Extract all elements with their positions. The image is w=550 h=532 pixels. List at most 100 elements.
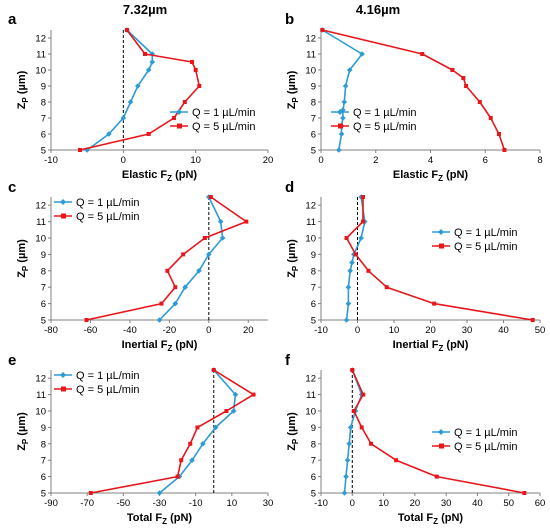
y-tick-label: 6 <box>41 472 46 483</box>
data-point-q5 <box>179 458 184 463</box>
y-tick-label: 10 <box>305 66 316 77</box>
legend: Q = 1 µL/min Q = 5 µL/min <box>170 107 256 133</box>
y-tick-label: 10 <box>305 234 316 245</box>
data-point-q1 <box>189 457 195 463</box>
x-tick-label: -90 <box>44 498 58 509</box>
data-point-q5 <box>173 285 178 290</box>
series-line-1 <box>86 29 154 151</box>
x-tick-label: 60 <box>535 498 546 509</box>
panel-letter-c: c <box>8 179 16 196</box>
legend-marker-diamond <box>337 109 343 115</box>
x-axis-label-unit: (pN) <box>443 339 468 351</box>
x-axis-label-unit: (pN) <box>172 169 197 181</box>
legend: Q = 1 µL/min Q = 5 µL/min <box>432 427 518 453</box>
y-tick-label: 5 <box>311 316 316 327</box>
data-point-q1 <box>344 457 351 463</box>
y-tick-label: 11 <box>306 50 316 61</box>
data-point-q1 <box>338 131 345 137</box>
y-tick-label: 9 <box>311 82 316 93</box>
data-point-q1 <box>182 284 188 290</box>
x-axis-label-main: Total F <box>127 512 163 524</box>
x-tick-label: 40 <box>472 498 483 509</box>
data-point-q1 <box>149 59 156 65</box>
y-axis-label-unit: (µm) <box>16 239 28 266</box>
y-tick-label: 10 <box>35 407 46 418</box>
x-axis-label: Inertial FZ (pN) <box>393 339 469 353</box>
data-point-q5 <box>208 195 213 199</box>
data-point-q5 <box>432 301 437 306</box>
legend-label: Q = 5 µL/min <box>454 241 518 253</box>
x-axis-label-sub: Z <box>433 517 438 526</box>
y-tick-label: 12 <box>305 34 316 45</box>
legend-label: Q = 5 µL/min <box>353 121 417 133</box>
data-point-q1 <box>359 51 365 57</box>
data-point-q1 <box>135 83 141 89</box>
data-point-q5 <box>195 425 200 430</box>
x-tick-label: 0 <box>350 498 355 509</box>
x-tick-label: 10 <box>190 155 201 166</box>
series-line-2 <box>79 29 201 151</box>
y-tick-label: 7 <box>41 456 46 467</box>
x-tick-label: 20 <box>425 325 436 336</box>
data-point-q1 <box>341 490 348 496</box>
x-tick-label: 4 <box>428 155 433 166</box>
y-axis-label-main: Z <box>286 271 298 278</box>
data-point-q5 <box>477 100 482 104</box>
x-axis-label-sub: Z <box>438 344 443 353</box>
legend-marker-square <box>177 123 182 129</box>
x-axis-label-main: Inertial F <box>393 339 439 351</box>
x-axis-label: Inertial FZ (pN) <box>122 339 198 353</box>
y-axis-label: ZP (µm) <box>286 70 300 109</box>
x-tick-label: 20 <box>243 325 254 336</box>
legend-marker-diamond <box>438 429 444 435</box>
data-point-q5 <box>182 100 187 104</box>
y-axis-label-unit: (µm) <box>16 70 28 97</box>
data-point-q1 <box>343 473 349 480</box>
panel-letter-d: d <box>285 179 294 196</box>
data-point-q5 <box>502 148 507 152</box>
y-tick-label: 9 <box>311 250 316 261</box>
y-tick-label: 6 <box>41 299 46 310</box>
column-title-left: 7.32µm <box>123 2 167 17</box>
series-line-1 <box>158 196 224 321</box>
data-point-q1 <box>120 115 127 121</box>
y-axis-label-main: Z <box>286 102 298 109</box>
y-tick-label: 7 <box>311 283 316 294</box>
data-point-q5 <box>464 84 469 88</box>
series-line-2 <box>86 196 248 321</box>
data-point-q1 <box>156 317 163 323</box>
x-tick-label: 20 <box>410 498 421 509</box>
y-axis-label-unit: (µm) <box>286 70 298 97</box>
x-axis-label: Elastic FZ (pN) <box>122 169 198 183</box>
x-tick-label: 50 <box>503 498 514 509</box>
data-point-q1 <box>145 67 152 73</box>
data-point-q1 <box>196 268 202 274</box>
data-point-q5 <box>188 441 193 446</box>
y-tick-label: 7 <box>41 283 46 294</box>
x-axis-label-unit: (pN) <box>438 512 463 524</box>
y-axis-label: ZP (µm) <box>286 239 300 278</box>
y-tick-label: 9 <box>41 82 46 93</box>
y-axis-label-sub: P <box>21 265 30 271</box>
x-tick-label: 20 <box>263 155 274 166</box>
column-title-right: 4.16µm <box>356 2 400 17</box>
y-tick-label: 7 <box>311 456 316 467</box>
legend-marker-diamond <box>60 199 66 205</box>
data-point-q1 <box>347 268 353 274</box>
series-line-1 <box>345 196 366 321</box>
y-tick-label: 10 <box>305 407 316 418</box>
y-tick-label: 7 <box>41 114 46 125</box>
y-axis-label: ZP (µm) <box>286 412 300 451</box>
data-point-q1 <box>219 235 226 241</box>
data-point-q1 <box>349 259 355 266</box>
x-axis-label-unit: (pN) <box>443 169 468 181</box>
data-point-q1 <box>345 284 352 290</box>
data-point-q1 <box>335 147 342 153</box>
x-tick-label: 30 <box>441 498 452 509</box>
x-tick-label: 40 <box>498 325 509 336</box>
legend-label: Q = 1 µL/min <box>454 227 518 239</box>
data-point-q5 <box>461 76 466 80</box>
x-tick-label: 0 <box>318 155 323 166</box>
